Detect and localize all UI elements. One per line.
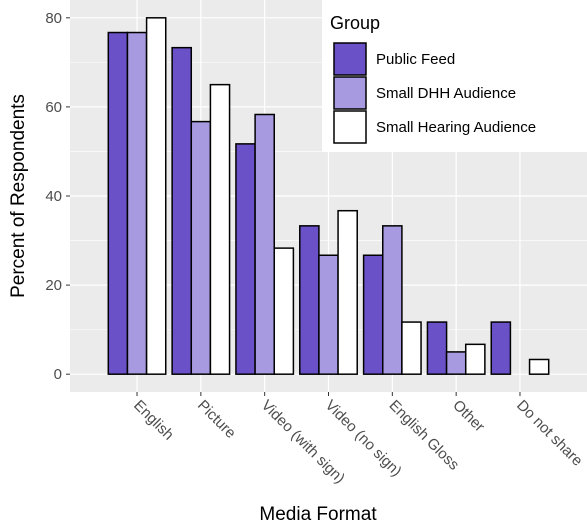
y-tick-label: 40 bbox=[45, 188, 62, 205]
bar bbox=[426, 321, 448, 375]
x-tick-label: Picture bbox=[194, 397, 239, 442]
bar bbox=[362, 254, 384, 375]
x-axis-title: Media Format bbox=[259, 504, 377, 525]
bar bbox=[235, 143, 256, 375]
legend-label: Public Feed bbox=[376, 51, 455, 68]
y-tick-label: 60 bbox=[45, 99, 62, 116]
legend-key bbox=[333, 110, 367, 144]
x-axis: English Picture Video (with sign)Video (no… bbox=[130, 392, 586, 487]
bar bbox=[209, 83, 231, 375]
legend-label: Small DHH Audience bbox=[376, 85, 516, 102]
bar bbox=[254, 113, 275, 375]
legend-label: Small Hearing Audience bbox=[376, 119, 536, 136]
bar bbox=[126, 31, 148, 375]
bar bbox=[299, 225, 320, 375]
y-axis: 0 20 40 60 80 bbox=[45, 10, 70, 383]
bar bbox=[171, 46, 193, 375]
x-tick-label: English bbox=[130, 397, 177, 444]
bar bbox=[337, 209, 358, 375]
legend-title: Group bbox=[330, 13, 380, 33]
bar bbox=[464, 343, 486, 375]
y-axis-title: Percent of Respondents bbox=[8, 94, 29, 298]
bar bbox=[382, 225, 403, 375]
legend-key bbox=[333, 42, 367, 76]
y-tick-label: 80 bbox=[45, 10, 62, 27]
bar bbox=[190, 120, 212, 375]
bar bbox=[490, 321, 512, 375]
bar bbox=[273, 247, 295, 375]
legend-key bbox=[333, 76, 367, 110]
bar bbox=[401, 321, 422, 375]
x-tick-label: Other bbox=[449, 397, 488, 436]
bar bbox=[445, 351, 467, 375]
x-tick-label: Do not share bbox=[513, 397, 586, 470]
bar bbox=[528, 358, 550, 375]
bar bbox=[145, 17, 167, 375]
bars bbox=[107, 17, 550, 375]
y-tick-label: 0 bbox=[54, 366, 62, 383]
bar bbox=[318, 254, 339, 375]
bar bbox=[107, 31, 129, 375]
legend: Group Public Feed Small DHH Audience Small… bbox=[322, 0, 587, 152]
y-tick-label: 20 bbox=[45, 277, 62, 294]
